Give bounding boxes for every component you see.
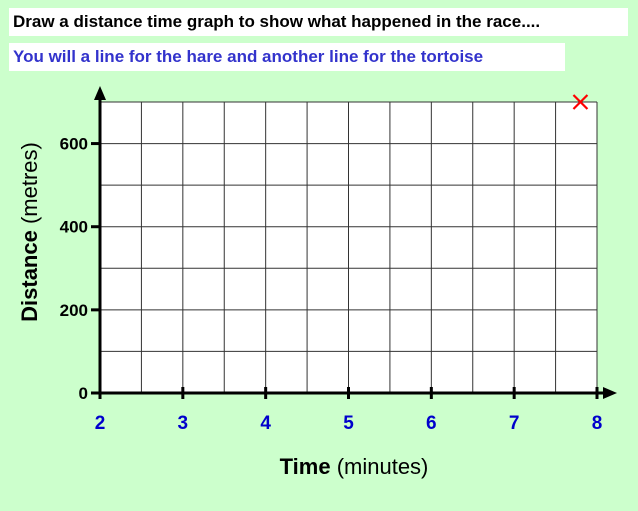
- x-tick-label: 7: [509, 413, 520, 434]
- y-axis-arrow: [94, 86, 106, 100]
- y-tick-label: 400: [60, 218, 88, 237]
- finish-cross-marker: [572, 94, 589, 110]
- ticks: 2 3 4 5 6 7 8 0 200 400 600: [60, 135, 603, 434]
- y-axis-label-unit: (metres): [17, 142, 42, 230]
- x-axis-label: Time (minutes): [280, 454, 429, 479]
- x-tick-label: 4: [260, 413, 271, 434]
- y-tick-label: 0: [79, 384, 88, 403]
- y-tick-label: 600: [60, 135, 88, 154]
- x-axis-label-main: Time: [280, 454, 331, 479]
- marker-stroke: [572, 94, 589, 110]
- y-axis-label-main: Distance: [17, 230, 42, 322]
- subtitle-banner: You will a line for the hare and another…: [9, 43, 565, 71]
- x-tick-label: 5: [343, 413, 354, 434]
- title-banner: Draw a distance time graph to show what …: [9, 8, 628, 36]
- page-subtitle: You will a line for the hare and another…: [13, 47, 484, 66]
- x-tick-label: 3: [178, 413, 189, 434]
- y-axis-label: Distance (metres): [17, 142, 42, 322]
- page-title: Draw a distance time graph to show what …: [13, 12, 541, 31]
- x-tick-label: 8: [592, 413, 603, 434]
- x-tick-label: 6: [426, 413, 437, 434]
- y-tick-label: 200: [60, 301, 88, 320]
- x-axis-label-unit: (minutes): [331, 454, 429, 479]
- x-tick-label: 2: [95, 413, 106, 434]
- markers: [572, 94, 589, 110]
- x-axis-arrow: [603, 387, 617, 399]
